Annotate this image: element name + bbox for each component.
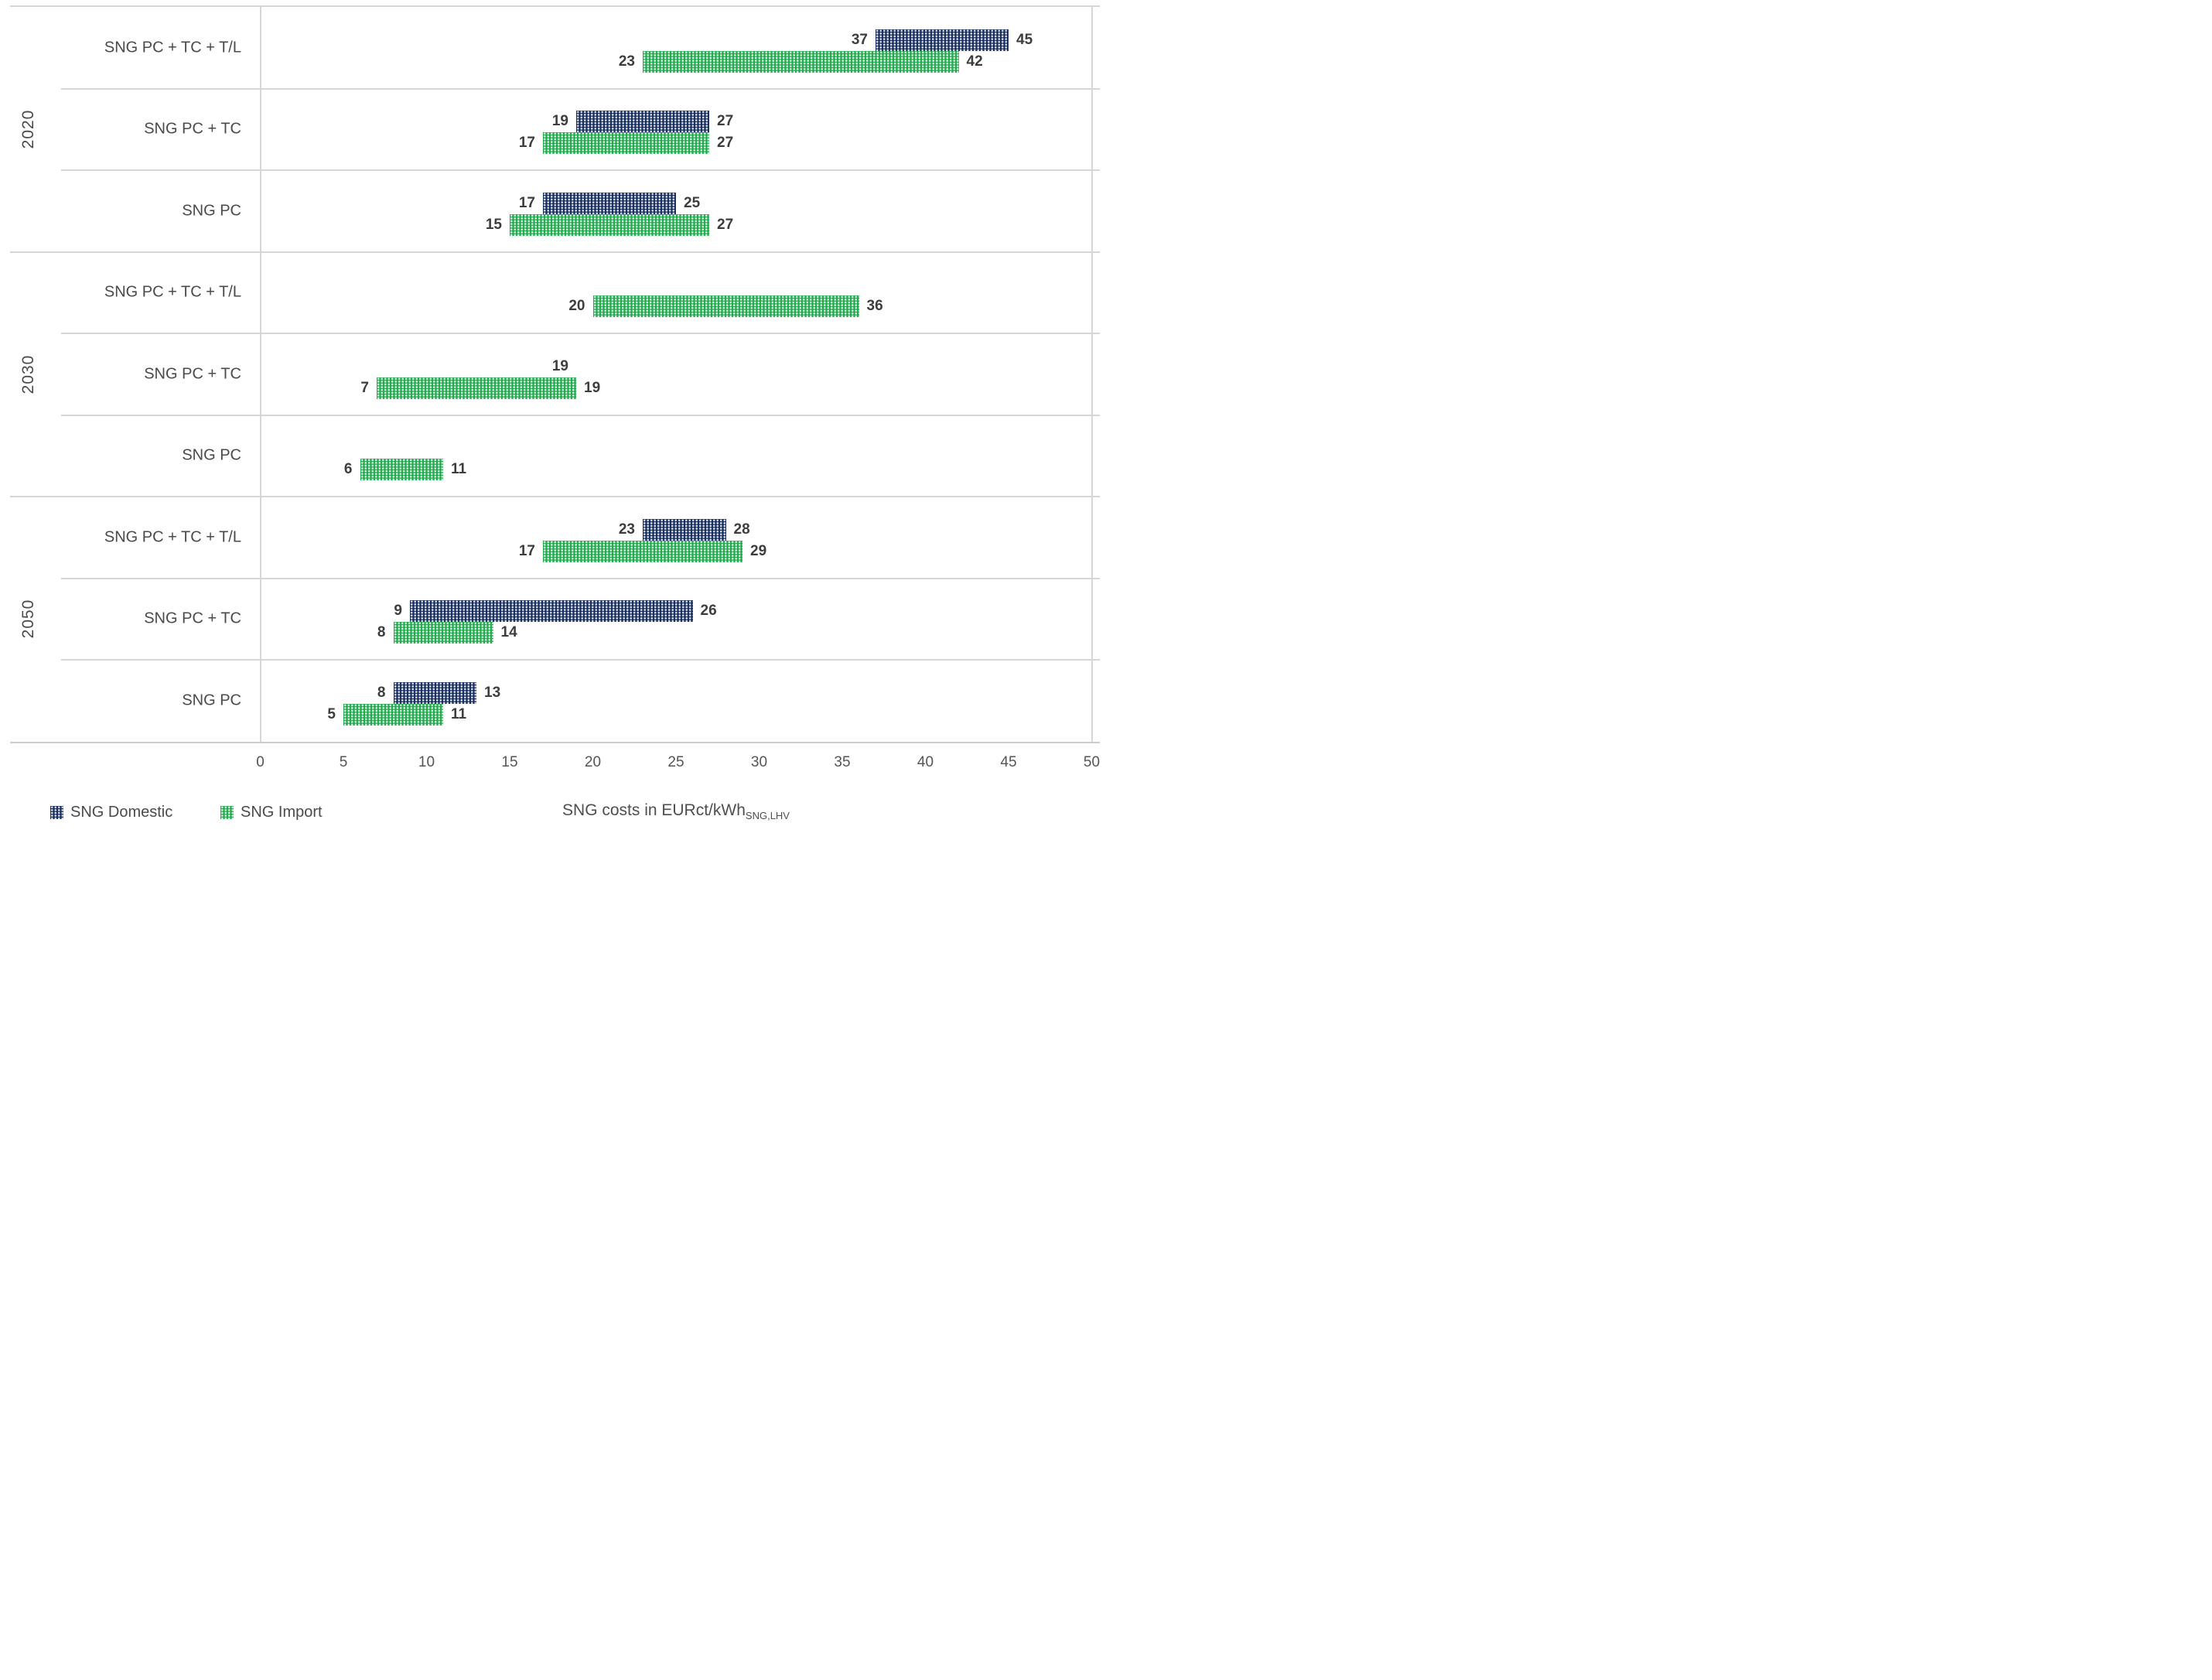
- import-bar: [360, 459, 443, 480]
- import-bar-max-label: 14: [500, 624, 517, 640]
- domestic-bar: [643, 518, 726, 541]
- import-bar-min-label: 15: [485, 216, 502, 233]
- domestic-bar-max-label: 13: [484, 684, 501, 701]
- x-tick-label: 10: [418, 754, 435, 770]
- category-label: SNG PC + TC + T/L: [104, 39, 241, 56]
- legend-item-domestic: SNG Domestic: [50, 798, 172, 826]
- category-label: SNG PC + TC: [144, 120, 241, 138]
- legend-swatch-domestic-icon: [50, 805, 63, 819]
- domestic-bar: [543, 192, 676, 214]
- import-bar-max-label: 27: [717, 135, 734, 151]
- x-tick-label: 15: [501, 754, 518, 770]
- group-divider: [10, 496, 1100, 497]
- import-bar-min-label: 7: [360, 379, 369, 396]
- x-tick-label: 50: [1083, 754, 1101, 770]
- domestic-bar-min-label: 9: [394, 603, 402, 619]
- x-tick-label: 0: [256, 754, 265, 770]
- import-bar: [592, 295, 859, 317]
- import-bar: [543, 132, 709, 154]
- import-bar: [393, 622, 493, 644]
- import-bar-min-label: 6: [343, 461, 353, 477]
- import-bar: [643, 50, 959, 73]
- domestic-bar-max-label: 26: [700, 603, 717, 619]
- legend: SNG Domestic SNG Import: [0, 798, 541, 826]
- category-label: SNG PC: [182, 202, 241, 220]
- x-axis-line: [10, 741, 1100, 743]
- x-tick-label: 45: [1000, 754, 1017, 770]
- x-axis-title-subscript: SNG,LHV: [745, 810, 790, 822]
- domestic-bar-max-label: 27: [717, 113, 734, 129]
- domestic-bar: [876, 29, 1009, 51]
- x-tick-label: 5: [339, 754, 348, 770]
- import-bar-max-label: 42: [966, 53, 983, 70]
- domestic-bar-min-label: 19: [551, 357, 568, 374]
- import-bar: [543, 540, 742, 562]
- legend-swatch-import-icon: [220, 805, 234, 819]
- domestic-bar-min-label: 17: [518, 194, 535, 211]
- import-bar-max-label: 29: [750, 542, 767, 559]
- category-label: SNG PC + TC + T/L: [104, 283, 241, 301]
- gridline-x50: [1091, 7, 1093, 742]
- import-bar-max-label: 36: [866, 298, 883, 314]
- import-bar-max-label: 27: [717, 216, 734, 233]
- import-bar: [510, 213, 709, 236]
- domestic-bar-min-label: 23: [618, 521, 635, 538]
- domestic-bar-max-label: 28: [733, 521, 750, 538]
- import-bar-min-label: 5: [327, 705, 336, 722]
- import-bar-min-label: 17: [518, 542, 535, 559]
- category-label: SNG PC + TC: [144, 610, 241, 627]
- x-tick-label: 40: [917, 754, 934, 770]
- import-bar-min-label: 20: [568, 298, 585, 314]
- row-divider: [61, 414, 1100, 416]
- row-divider: [61, 577, 1100, 579]
- row-divider: [61, 333, 1100, 334]
- row-divider: [61, 659, 1100, 661]
- domestic-bar-min-label: 19: [551, 113, 568, 129]
- group-divider: [10, 251, 1100, 253]
- sng-cost-chart: 20 20 SNG PC + TC + T/L 37 45 23 42 SNG PC + TC…: [0, 0, 1106, 840]
- domestic-bar: [576, 111, 709, 132]
- domestic-bar: [410, 600, 693, 622]
- import-bar-min-label: 8: [377, 624, 386, 640]
- import-bar-min-label: 17: [518, 135, 535, 151]
- legend-label-import: SNG Import: [241, 803, 323, 821]
- domestic-bar-max-label: 25: [684, 194, 701, 211]
- domestic-bar-min-label: 37: [851, 31, 868, 48]
- plot-top-border: [10, 5, 1100, 7]
- import-bar-max-label: 19: [584, 379, 601, 396]
- category-label: SNG PC + TC: [144, 365, 241, 383]
- x-tick-label: 35: [834, 754, 851, 770]
- import-bar-max-label: 11: [451, 461, 467, 477]
- x-tick-label: 25: [667, 754, 684, 770]
- x-axis-title-text: SNG costs in EURct/kWh: [562, 801, 746, 819]
- x-tick-label: 20: [584, 754, 602, 770]
- row-divider: [61, 87, 1100, 90]
- category-label: SNG PC + TC + T/L: [104, 528, 241, 546]
- legend-item-import: SNG Import: [220, 798, 323, 826]
- domestic-bar-min-label: 8: [377, 684, 386, 701]
- domestic-bar: [393, 681, 476, 704]
- x-axis-title: SNG costs in EURct/kWhSNG,LHV: [562, 801, 790, 821]
- import-bar: [377, 377, 576, 399]
- import-bar-min-label: 23: [618, 53, 635, 70]
- import-bar-max-label: 11: [451, 705, 467, 722]
- x-tick-label: 30: [750, 754, 768, 770]
- legend-label-domestic: SNG Domestic: [70, 803, 173, 821]
- category-label: SNG PC: [182, 446, 241, 464]
- import-bar: [343, 703, 443, 726]
- row-divider: [61, 169, 1100, 171]
- gridline-x0: [259, 7, 261, 742]
- category-label: SNG PC: [182, 691, 241, 709]
- domestic-bar-max-label: 45: [1016, 31, 1033, 48]
